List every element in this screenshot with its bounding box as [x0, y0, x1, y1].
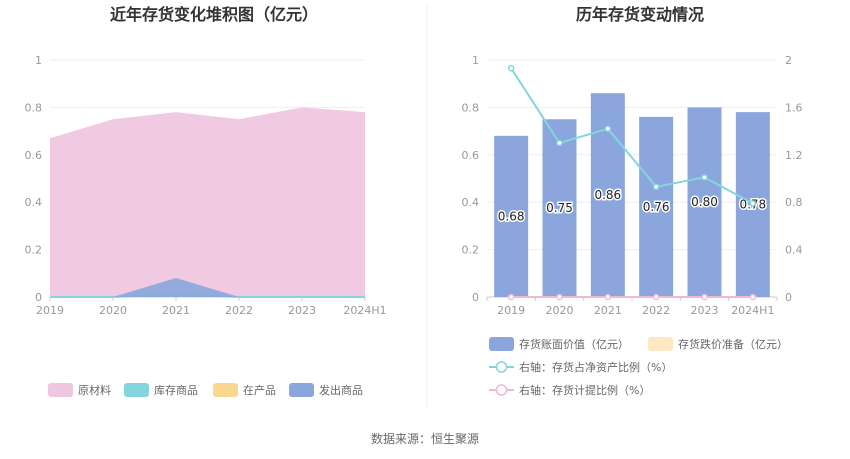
- x-tick-label: 2021: [162, 304, 190, 317]
- bar: [687, 107, 722, 298]
- line-point: [652, 293, 660, 301]
- x-tick-label: 2024H1: [343, 304, 386, 317]
- bar: [639, 116, 674, 297]
- legend-label: 库存商品: [154, 383, 198, 397]
- legend-label: 右轴：存货占净资产比例（%）: [519, 360, 672, 374]
- legend-marker: [495, 384, 508, 396]
- legend-swatch: [124, 383, 149, 397]
- legend-label: 发出商品: [319, 383, 363, 397]
- legend-label: 存货账面价值（亿元）: [519, 337, 629, 351]
- line-point: [507, 65, 515, 72]
- y-right-tick-label: 1.2: [785, 149, 803, 162]
- bar-value-label: 0.86: [594, 188, 621, 202]
- line-point: [604, 125, 612, 132]
- bar-value-label: 0.80: [691, 195, 718, 209]
- x-tick-label: 2019: [36, 304, 64, 317]
- legend-swatch: [48, 383, 73, 397]
- legend-marker: [495, 361, 508, 373]
- y-left-tick-label: 0.6: [462, 149, 480, 162]
- y-tick-label: 0: [35, 291, 42, 304]
- x-tick-label: 2024H1: [731, 304, 774, 317]
- x-tick-label: 2020: [99, 304, 127, 317]
- x-tick-label: 2022: [225, 304, 253, 317]
- y-right-tick-label: 0: [785, 291, 792, 304]
- bar: [494, 135, 529, 297]
- x-tick-label: 2021: [594, 304, 622, 317]
- y-tick-label: 0.8: [25, 101, 43, 114]
- x-tick-label: 2020: [546, 304, 574, 317]
- y-right-tick-label: 1.6: [785, 101, 803, 114]
- bar-value-label: 0.75: [546, 201, 573, 215]
- inventory-chart-legend[interactable]: 存货账面价值（亿元） 存货跌价准备（亿元） 右轴：存货占净资产比例（%） 右轴：存货计…: [489, 337, 788, 397]
- stacked-chart-ticks: 0 0.2 0.4 0.6 0.8 1 2019 2020 2021 2022 2023 2024H1: [25, 54, 387, 317]
- line-point: [556, 139, 563, 147]
- stacked-chart-title: 近年存货变化堆积图（亿元）: [110, 5, 318, 24]
- bar: [542, 119, 577, 297]
- line-point: [652, 183, 660, 191]
- legend-label: 在产品: [243, 383, 276, 397]
- line-point: [507, 293, 515, 301]
- line-point: [749, 200, 757, 207]
- x-tick-label: 2022: [642, 304, 670, 317]
- x-tick-label: 2023: [691, 304, 719, 317]
- inventory-chart-grid: [487, 59, 777, 298]
- legend-label: 右轴：存货计提比例（%）: [519, 383, 650, 397]
- area-1: [50, 107, 365, 298]
- legend-swatch: [213, 383, 238, 397]
- line-point: [749, 293, 757, 301]
- legend-swatch: [648, 337, 673, 351]
- bar-value-label: 0.68: [498, 209, 525, 223]
- inventory-chart-title: 历年存货变动情况: [576, 5, 704, 24]
- line-series-2: [510, 67, 754, 205]
- line-point: [701, 174, 708, 181]
- legend-swatch: [289, 383, 314, 397]
- inventory-chart-bars: 0.680.750.860.760.800.78: [494, 93, 770, 298]
- bar-value-label: 0.76: [643, 200, 670, 214]
- stacked-chart-legend[interactable]: 原材料 库存商品 在产品 发出商品: [48, 383, 363, 397]
- stacked-chart-areas: [50, 107, 365, 298]
- legend-label: 存货跌价准备（亿元）: [678, 337, 788, 351]
- y-tick-label: 0.4: [25, 196, 43, 209]
- y-tick-label: 0.2: [25, 244, 43, 257]
- legend-swatch: [489, 337, 514, 351]
- y-right-tick-label: 2: [785, 54, 792, 67]
- legend-label: 原材料: [78, 383, 111, 397]
- line-point: [604, 293, 612, 301]
- inventory-chart-ticks: 0 0.2 0.4 0.6 0.8 1 0 0.4 0.8 1.2 1.6 2 2019 2020 2021…: [462, 54, 803, 317]
- y-left-tick-label: 0.8: [462, 101, 480, 114]
- x-tick-label: 2019: [497, 304, 525, 317]
- y-left-tick-label: 0: [472, 291, 479, 304]
- area-4: [50, 278, 365, 297]
- y-left-tick-label: 1: [472, 54, 479, 67]
- y-left-tick-label: 0.4: [462, 196, 480, 209]
- y-tick-label: 0.6: [25, 149, 43, 162]
- data-source: 数据来源：恒生聚源: [371, 431, 479, 446]
- y-right-tick-label: 0.4: [785, 244, 803, 257]
- line-point: [556, 293, 563, 301]
- line-point: [701, 293, 708, 301]
- y-left-tick-label: 0.2: [462, 244, 480, 257]
- y-tick-label: 1: [35, 54, 42, 67]
- y-right-tick-label: 0.8: [785, 196, 803, 209]
- x-tick-label: 2023: [288, 304, 316, 317]
